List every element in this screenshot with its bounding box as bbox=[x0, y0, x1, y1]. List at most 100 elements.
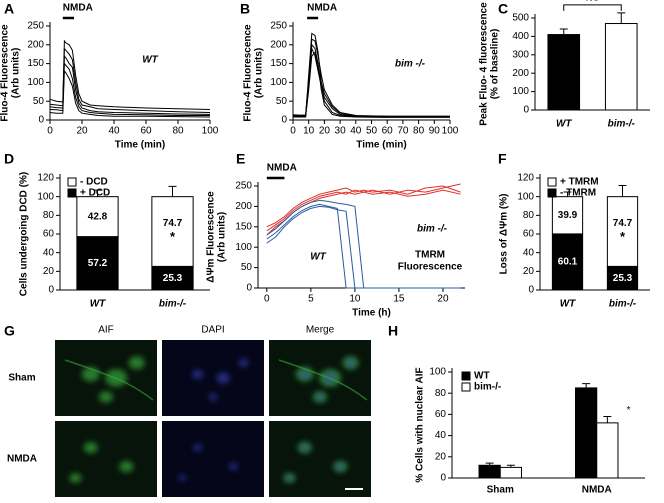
y-tick-label: 50 bbox=[241, 262, 253, 273]
row-label: NMDA bbox=[7, 454, 37, 465]
x-tick-label: Sham bbox=[487, 485, 514, 496]
nucleus bbox=[192, 369, 204, 379]
legend-label: bim-/- bbox=[474, 382, 501, 393]
legend-swatch bbox=[461, 371, 471, 381]
bar bbox=[547, 34, 581, 111]
y-tick-label: 0 bbox=[440, 473, 446, 484]
trace bbox=[49, 69, 211, 118]
annotation: bim -/- bbox=[417, 224, 448, 235]
x-tick-label: 0 bbox=[264, 294, 270, 305]
annotation: WT bbox=[310, 252, 326, 263]
x-tick-label: 15 bbox=[393, 294, 405, 305]
y-tick-label: 20 bbox=[43, 266, 55, 277]
bar-segment bbox=[551, 196, 584, 235]
y-tick-label: 250 bbox=[270, 21, 287, 32]
panel-letter: B bbox=[240, 1, 250, 17]
annotation: Fluorescence bbox=[398, 262, 463, 273]
y-axis-label: (Arb units) bbox=[217, 212, 228, 263]
y-tick-label: 40 bbox=[435, 430, 447, 441]
y-axis-label: Peak Fluo- 4 fluorescence bbox=[479, 2, 490, 126]
nucleus bbox=[216, 372, 230, 384]
y-tick-label: 0 bbox=[523, 105, 529, 116]
y-tick-label: 60 bbox=[43, 229, 55, 240]
annotation: * bbox=[620, 229, 626, 244]
y-tick-label: 150 bbox=[235, 221, 252, 232]
micrograph bbox=[269, 421, 371, 497]
annotation: NS bbox=[586, 0, 600, 3]
y-axis-label: ΔΨm Fluorescence bbox=[206, 191, 217, 283]
y-tick-label: 200 bbox=[235, 201, 252, 212]
panel-letter: F bbox=[498, 151, 507, 167]
trace bbox=[293, 32, 450, 118]
value-label: 74.7 bbox=[613, 218, 633, 229]
value-label: 25.3 bbox=[613, 273, 633, 284]
y-tick-label: 200 bbox=[512, 68, 529, 79]
error-bar bbox=[168, 185, 177, 197]
annotation: TMRM bbox=[415, 250, 445, 261]
x-tick-label: 100 bbox=[442, 126, 459, 137]
y-tick-label: 150 bbox=[270, 58, 287, 69]
panel-letter: H bbox=[388, 323, 398, 339]
y-tick-label: 150 bbox=[27, 58, 44, 69]
trace bbox=[266, 205, 461, 289]
x-tick-label: 40 bbox=[350, 126, 362, 137]
x-tick-label: bim-/- bbox=[159, 299, 187, 310]
bar bbox=[575, 387, 598, 479]
legend-label: WT bbox=[474, 371, 490, 382]
trace bbox=[293, 43, 450, 118]
y-tick-label: 50 bbox=[33, 96, 45, 107]
x-tick-label: 50 bbox=[366, 126, 378, 137]
x-tick-label: 0 bbox=[290, 126, 296, 137]
nucleus bbox=[299, 369, 311, 379]
y-axis-label: Cells undergoing DCD (%) bbox=[19, 172, 30, 296]
y-tick-label: 0 bbox=[38, 115, 44, 126]
error-bar bbox=[603, 416, 612, 423]
x-tick-label: NMDA bbox=[582, 485, 612, 496]
error-bar bbox=[559, 28, 568, 35]
x-tick-label: 20 bbox=[437, 294, 449, 305]
y-axis-label: % Cells with nuclear AIF bbox=[415, 367, 426, 482]
micrograph bbox=[162, 340, 264, 416]
nucleus bbox=[285, 475, 293, 481]
row-label: Sham bbox=[8, 373, 35, 384]
nucleus bbox=[300, 444, 309, 452]
x-tick-label: 90 bbox=[429, 126, 441, 137]
error-bar bbox=[563, 191, 572, 197]
y-tick-label: 80 bbox=[43, 210, 55, 221]
y-tick-label: 500 bbox=[512, 13, 529, 24]
nucleus bbox=[238, 358, 249, 367]
x-tick-label: 80 bbox=[172, 126, 184, 137]
value-label: 57.2 bbox=[88, 258, 108, 269]
y-tick-label: 20 bbox=[435, 451, 447, 462]
column-label: DAPI bbox=[201, 325, 224, 336]
x-tick-label: bim-/- bbox=[609, 299, 637, 310]
stimulus-label: NMDA bbox=[267, 163, 297, 174]
y-tick-label: 100 bbox=[512, 86, 529, 97]
bar-segment bbox=[76, 196, 119, 238]
legend-swatch bbox=[67, 188, 77, 198]
legend-swatch bbox=[547, 177, 557, 187]
nucleus bbox=[336, 463, 345, 471]
y-tick-label: 40 bbox=[43, 247, 55, 258]
x-tick-label: WT bbox=[90, 299, 106, 310]
y-tick-label: 400 bbox=[512, 31, 529, 42]
y-axis-label: Fluo-4 Fluorescence bbox=[243, 24, 254, 122]
micrograph bbox=[55, 421, 157, 497]
y-tick-label: 250 bbox=[27, 21, 44, 32]
annotation: * bbox=[627, 405, 631, 416]
panel-letter: G bbox=[4, 323, 15, 339]
y-tick-label: 0 bbox=[281, 115, 287, 126]
nucleus bbox=[178, 475, 186, 481]
cell bbox=[83, 442, 98, 454]
y-tick-label: 50 bbox=[276, 96, 288, 107]
stimulus-label: NMDA bbox=[307, 3, 337, 14]
bar bbox=[478, 464, 501, 479]
micrograph bbox=[162, 421, 264, 497]
trace bbox=[266, 185, 461, 228]
cell bbox=[119, 461, 134, 473]
y-tick-label: 100 bbox=[235, 242, 252, 253]
legend-label: + TMRM bbox=[560, 177, 599, 188]
column-label: AIF bbox=[98, 325, 114, 336]
y-tick-label: 0 bbox=[246, 283, 252, 294]
